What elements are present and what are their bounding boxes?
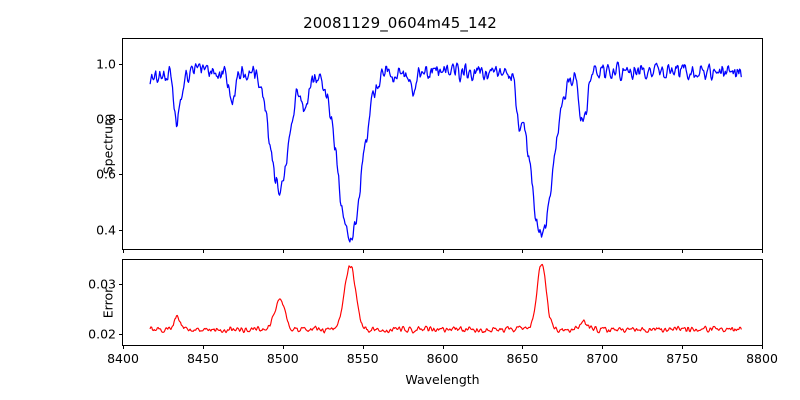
x-tick-label: 8700 [586,351,619,366]
x-tick-mark [602,345,604,349]
y-tick-mark [119,119,123,121]
y-tick-mark [119,284,123,286]
x-tick-mark [762,345,764,349]
x-tick-mark [282,345,284,349]
spectrum-line-series [123,39,762,249]
y-tick-label: 0.02 [88,326,116,342]
x-tick-label: 8400 [107,351,139,366]
y-tick-mark [119,174,123,176]
spectrum-y-axis-label: Spectrum [100,113,116,175]
y-tick-label: 0.6 [96,166,116,182]
y-tick-mark [119,63,123,65]
x-tick-mark [282,249,284,253]
x-tick-mark [202,345,204,349]
error-line-series [123,260,762,345]
y-tick-label: 0.03 [88,276,116,292]
x-tick-mark [442,249,444,253]
spectrum-trace [150,62,741,242]
x-tick-label: 8750 [666,351,699,366]
x-tick-mark [602,249,604,253]
x-tick-mark [442,345,444,349]
x-tick-label: 8800 [746,351,778,366]
y-tick-mark [119,229,123,231]
x-tick-mark [123,249,125,253]
x-axis-label: Wavelength [405,372,480,387]
x-tick-label: 8500 [266,351,299,366]
x-tick-label: 8600 [426,351,459,366]
x-tick-mark [123,345,125,349]
x-tick-mark [362,249,364,253]
x-tick-label: 8650 [506,351,539,366]
y-tick-mark [119,334,123,336]
x-tick-mark [682,345,684,349]
x-tick-mark [762,249,764,253]
x-tick-mark [202,249,204,253]
x-tick-mark [522,345,524,349]
y-tick-label: 0.8 [96,111,116,127]
error-trace [150,264,741,333]
y-tick-label: 0.4 [96,222,116,238]
error-panel: Error 8400 8450 8500 8550 8600 8650 8700 8750 88… [88,259,778,366]
spectrum-panel: Spectrum 0.4 0.6 0.8 1.0 [96,38,764,253]
x-tick-mark [682,249,684,253]
x-tick-mark [522,249,524,253]
x-tick-mark [362,345,364,349]
chart-title: 20081129_0604m45_142 [303,14,497,32]
y-tick-label: 1.0 [96,56,116,72]
x-tick-label: 8550 [346,351,379,366]
x-tick-label: 8450 [186,351,219,366]
